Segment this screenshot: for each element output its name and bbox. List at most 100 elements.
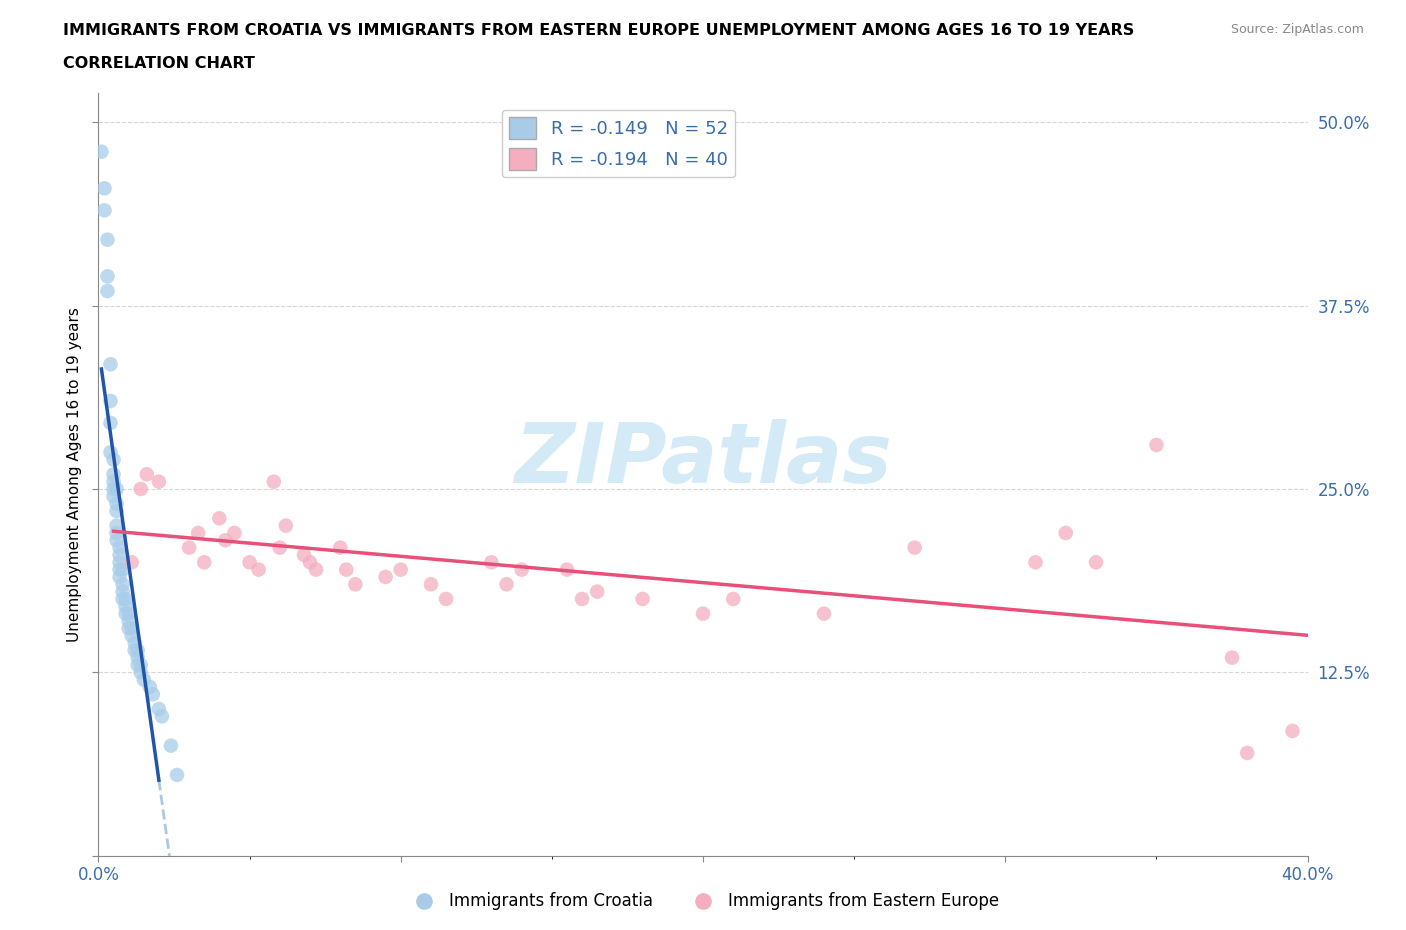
- Point: [96, 232, 118, 247]
- Point: [103, 489, 125, 504]
- Point: [1024, 555, 1046, 570]
- Point: [118, 606, 141, 621]
- Text: Source: ZipAtlas.com: Source: ZipAtlas.com: [1230, 23, 1364, 36]
- Point: [904, 540, 927, 555]
- Point: [495, 577, 517, 591]
- Point: [114, 599, 136, 614]
- Point: [813, 606, 835, 621]
- Point: [118, 621, 141, 636]
- Point: [335, 562, 357, 577]
- Point: [389, 562, 412, 577]
- Legend: R = -0.149   N = 52, R = -0.194   N = 40: R = -0.149 N = 52, R = -0.194 N = 40: [502, 110, 735, 178]
- Point: [127, 658, 149, 672]
- Text: IMMIGRANTS FROM CROATIA VS IMMIGRANTS FROM EASTERN EUROPE UNEMPLOYMENT AMONG AGE: IMMIGRANTS FROM CROATIA VS IMMIGRANTS FR…: [63, 23, 1135, 38]
- Point: [111, 584, 134, 599]
- Point: [121, 628, 143, 643]
- Point: [187, 525, 209, 540]
- Point: [90, 144, 112, 159]
- Legend: Immigrants from Croatia, Immigrants from Eastern Europe: Immigrants from Croatia, Immigrants from…: [401, 885, 1005, 917]
- Point: [269, 540, 291, 555]
- Point: [1085, 555, 1108, 570]
- Y-axis label: Unemployment Among Ages 16 to 19 years: Unemployment Among Ages 16 to 19 years: [66, 307, 82, 642]
- Point: [631, 591, 654, 606]
- Point: [121, 621, 143, 636]
- Point: [481, 555, 503, 570]
- Point: [108, 569, 131, 584]
- Point: [93, 203, 115, 218]
- Point: [329, 540, 352, 555]
- Point: [148, 701, 170, 716]
- Point: [105, 533, 128, 548]
- Point: [723, 591, 745, 606]
- Point: [93, 181, 115, 196]
- Point: [142, 687, 165, 702]
- Point: [305, 562, 328, 577]
- Text: ZIPatlas: ZIPatlas: [515, 418, 891, 499]
- Point: [1054, 525, 1077, 540]
- Point: [129, 665, 152, 680]
- Point: [108, 562, 131, 577]
- Point: [105, 525, 128, 540]
- Point: [1281, 724, 1303, 738]
- Point: [420, 577, 443, 591]
- Point: [111, 591, 134, 606]
- Point: [274, 518, 297, 533]
- Point: [103, 452, 125, 467]
- Point: [263, 474, 285, 489]
- Point: [100, 445, 122, 459]
- Point: [586, 584, 609, 599]
- Point: [127, 643, 149, 658]
- Point: [105, 482, 128, 497]
- Point: [129, 658, 152, 672]
- Point: [118, 614, 141, 629]
- Point: [103, 467, 125, 482]
- Point: [111, 562, 134, 577]
- Point: [224, 525, 246, 540]
- Point: [374, 569, 396, 584]
- Point: [96, 284, 118, 299]
- Point: [111, 577, 134, 591]
- Point: [129, 482, 152, 497]
- Point: [150, 709, 173, 724]
- Point: [100, 393, 122, 408]
- Point: [160, 738, 183, 753]
- Point: [299, 555, 322, 570]
- Point: [103, 482, 125, 497]
- Point: [105, 497, 128, 512]
- Point: [100, 416, 122, 431]
- Point: [1236, 746, 1258, 761]
- Point: [208, 511, 231, 525]
- Point: [124, 635, 146, 650]
- Text: CORRELATION CHART: CORRELATION CHART: [63, 56, 254, 71]
- Point: [114, 591, 136, 606]
- Point: [1220, 650, 1243, 665]
- Point: [292, 548, 315, 563]
- Point: [1144, 437, 1167, 452]
- Point: [100, 357, 122, 372]
- Point: [121, 555, 143, 570]
- Point: [510, 562, 533, 577]
- Point: [571, 591, 593, 606]
- Point: [193, 555, 215, 570]
- Point: [555, 562, 578, 577]
- Point: [114, 606, 136, 621]
- Point: [135, 467, 157, 482]
- Point: [139, 680, 162, 695]
- Point: [103, 474, 125, 489]
- Point: [105, 503, 128, 518]
- Point: [344, 577, 367, 591]
- Point: [247, 562, 270, 577]
- Point: [108, 540, 131, 555]
- Point: [124, 643, 146, 658]
- Point: [108, 555, 131, 570]
- Point: [108, 548, 131, 563]
- Point: [239, 555, 262, 570]
- Point: [166, 767, 188, 782]
- Point: [692, 606, 714, 621]
- Point: [127, 650, 149, 665]
- Point: [132, 672, 155, 687]
- Point: [148, 474, 170, 489]
- Point: [179, 540, 201, 555]
- Point: [434, 591, 457, 606]
- Point: [105, 518, 128, 533]
